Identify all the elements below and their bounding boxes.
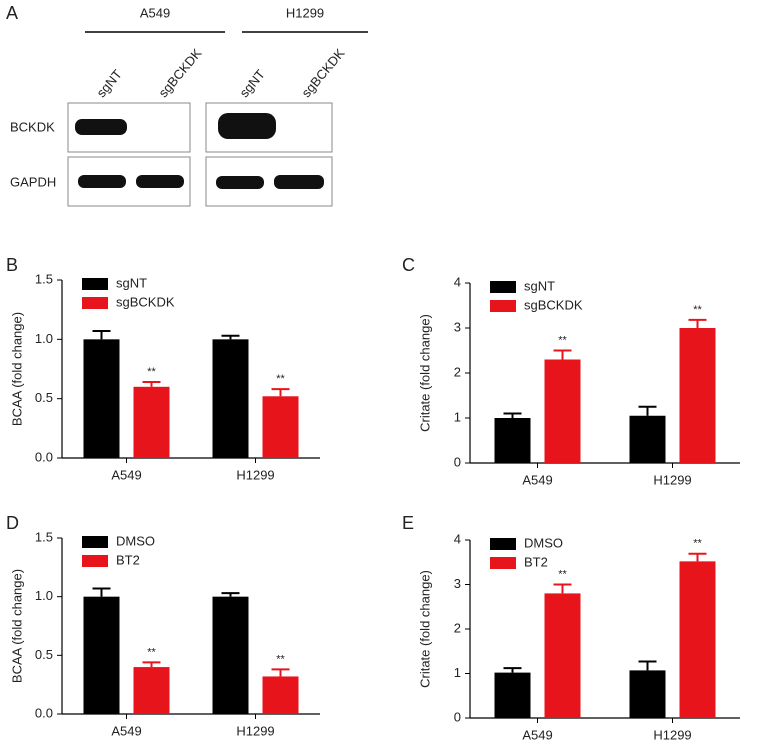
bar [494, 418, 531, 463]
x-tick-label: A549 [522, 472, 552, 487]
legend-swatch [82, 297, 108, 309]
significance: ** [693, 538, 702, 550]
y-axis-label: BCAA (fold change) [9, 569, 24, 683]
bar [544, 359, 581, 463]
panel-label: A [6, 3, 18, 23]
protein-label: GAPDH [10, 174, 56, 189]
y-tick-label: 0 [454, 709, 461, 724]
bar [83, 596, 120, 714]
panel-label: D [6, 513, 19, 533]
x-tick-label: H1299 [653, 727, 691, 740]
protein-label: BCKDK [10, 119, 55, 134]
significance: ** [693, 304, 702, 316]
x-tick-label: A549 [111, 467, 141, 482]
bar [679, 328, 716, 463]
legend-label: DMSO [524, 535, 563, 550]
bar [133, 667, 170, 714]
band [218, 113, 276, 139]
significance: ** [558, 568, 567, 580]
legend-swatch [82, 536, 108, 548]
cell-line: A549 [140, 5, 170, 20]
bar [679, 561, 716, 718]
bar [494, 672, 531, 718]
y-tick-label: 0.0 [35, 705, 53, 720]
legend-swatch [490, 557, 516, 569]
y-tick-label: 4 [454, 274, 461, 289]
panel-label: C [402, 255, 415, 275]
legend-swatch [82, 555, 108, 567]
y-tick-label: 3 [454, 576, 461, 591]
lane-label: sgBCKDK [155, 45, 204, 100]
y-tick-label: 2 [454, 364, 461, 379]
x-tick-label: A549 [522, 727, 552, 740]
panel-label: B [6, 255, 18, 275]
legend-label: sgBCKDK [524, 297, 583, 312]
lane-label: sgBCKDK [298, 45, 347, 100]
legend-label: BT2 [116, 552, 140, 567]
x-tick-label: H1299 [236, 467, 274, 482]
blot-panel: A A549 H1299 sgNT sgBCKDK sgNT sgBCKDK B… [6, 3, 368, 207]
y-tick-label: 1 [454, 409, 461, 424]
bar [262, 396, 299, 458]
legend-label: DMSO [116, 533, 155, 548]
bar [212, 339, 249, 458]
x-tick-label: A549 [111, 723, 141, 738]
x-tick-label: H1299 [236, 723, 274, 738]
band [216, 176, 264, 189]
band [75, 119, 127, 135]
legend-label: sgNT [524, 278, 555, 293]
y-tick-label: 1.5 [35, 529, 53, 544]
bar [629, 670, 666, 718]
bar [544, 593, 581, 718]
significance: ** [147, 366, 156, 378]
y-tick-label: 4 [454, 531, 461, 546]
legend-label: sgNT [116, 275, 147, 290]
lane-label: sgNT [236, 67, 267, 100]
legend-swatch [82, 278, 108, 290]
y-tick-label: 1.5 [35, 271, 53, 286]
bar [262, 676, 299, 714]
legend-label: BT2 [524, 554, 548, 569]
y-tick-label: 0.0 [35, 449, 53, 464]
y-axis-label: Critate (fold change) [417, 570, 432, 688]
legend-swatch [490, 281, 516, 293]
y-tick-label: 0.5 [35, 390, 53, 405]
x-tick-label: H1299 [653, 472, 691, 487]
lane-label: sgNT [93, 67, 124, 100]
significance: ** [147, 646, 156, 658]
y-axis-label: Critate (fold change) [417, 314, 432, 432]
y-tick-label: 3 [454, 319, 461, 334]
panel-label: E [402, 513, 414, 533]
bar [629, 415, 666, 463]
y-tick-label: 0 [454, 454, 461, 469]
cell-line: H1299 [286, 5, 324, 20]
y-tick-label: 1.0 [35, 588, 53, 603]
y-tick-label: 2 [454, 620, 461, 635]
legend-swatch [490, 300, 516, 312]
significance: ** [276, 653, 285, 665]
significance: ** [558, 334, 567, 346]
y-tick-label: 0.5 [35, 647, 53, 662]
bar [83, 339, 120, 458]
y-axis-label: BCAA (fold change) [9, 312, 24, 426]
significance: ** [276, 373, 285, 385]
bar [212, 596, 249, 714]
band [78, 175, 126, 188]
bar [133, 386, 170, 458]
band [274, 175, 324, 189]
band [136, 175, 184, 188]
y-tick-label: 1 [454, 665, 461, 680]
legend-swatch [490, 538, 516, 550]
y-tick-label: 1.0 [35, 331, 53, 346]
legend-label: sgBCKDK [116, 294, 175, 309]
